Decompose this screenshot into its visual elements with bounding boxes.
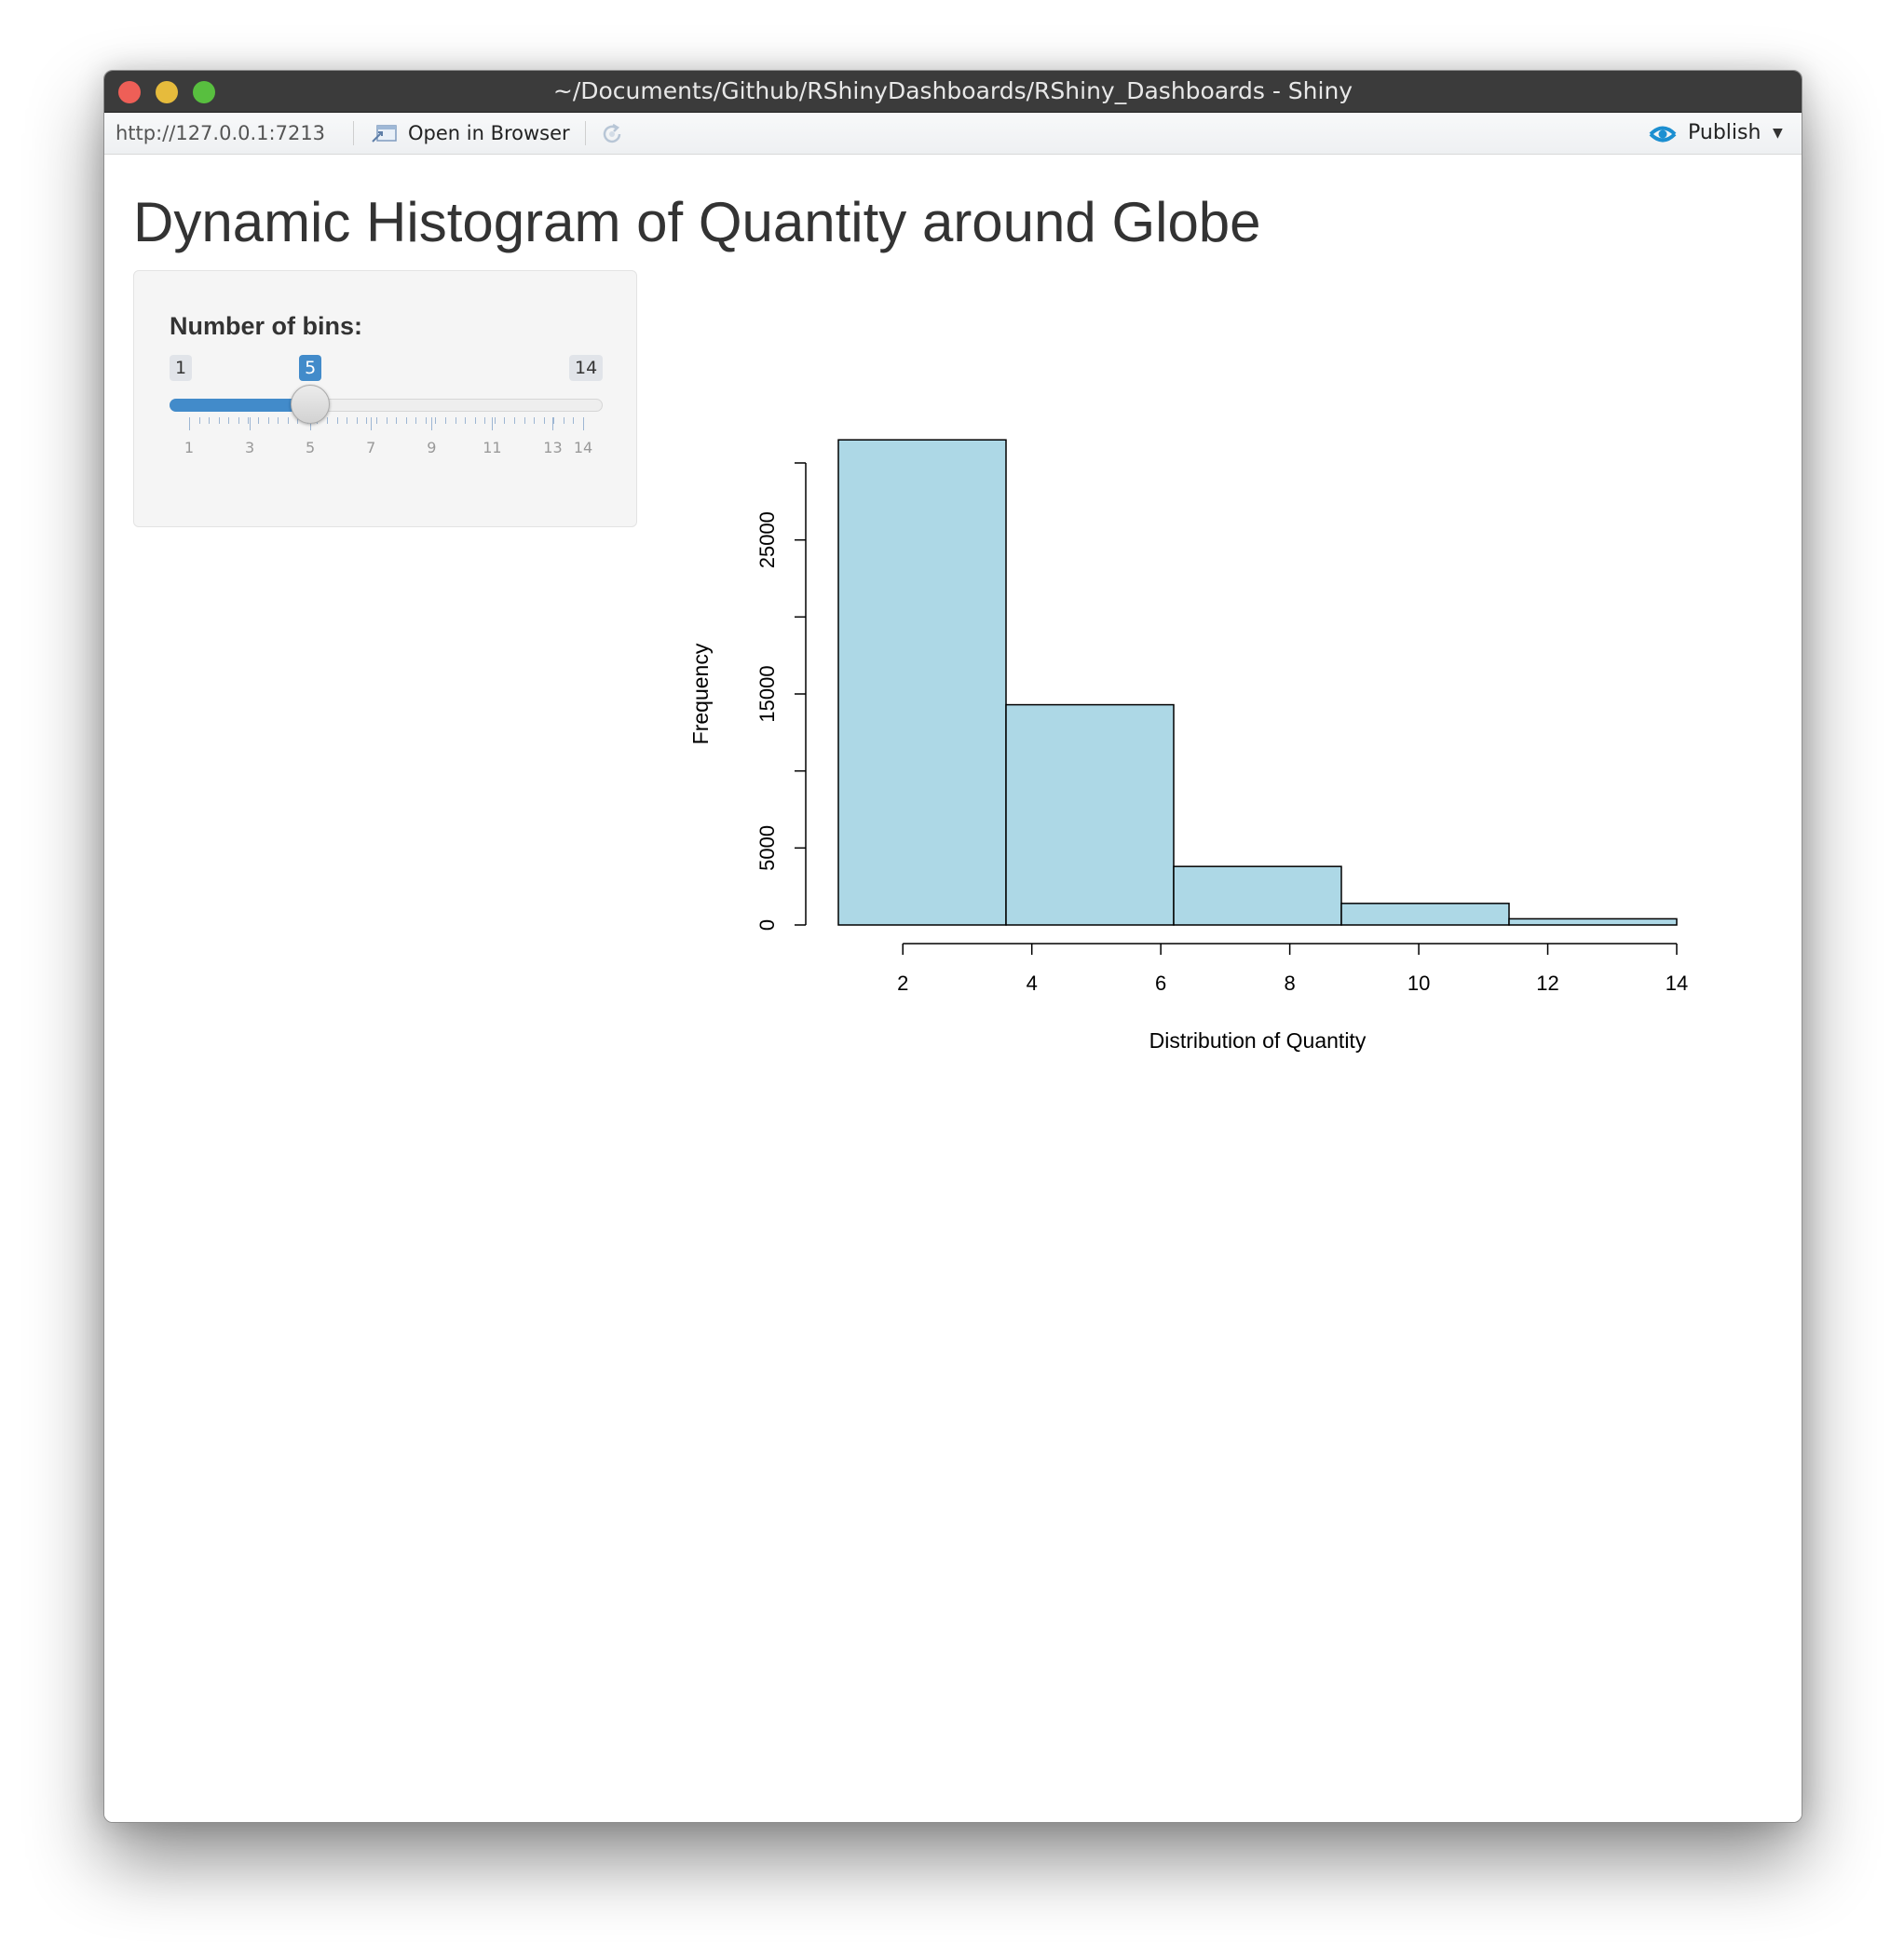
app-window: ~/Documents/Github/RShinyDashboards/RShi… [103,70,1802,1823]
slider-minor-tick [375,417,377,424]
slider-minor-tick [513,417,515,424]
publish-dropdown-caret-icon[interactable]: ▼ [1773,126,1783,141]
maximize-window-button[interactable] [193,81,215,103]
open-in-browser-button[interactable]: Open in Browser [408,122,570,144]
slider-minor-tick [396,417,398,424]
slider-minor-tick [297,417,299,424]
slider-minor-tick [435,417,437,424]
slider-minor-tick [209,417,211,424]
rsconnect-publish-icon[interactable] [1648,122,1678,146]
slider-minor-tick [543,417,545,424]
minimize-window-button[interactable] [156,81,178,103]
slider-minor-tick [534,417,536,424]
slider-minor-tick [524,417,525,424]
y-tick-label: 5000 [755,825,779,871]
slider-min-badge: 1 [170,355,193,381]
slider-minor-tick [218,417,220,424]
slider-minor-tick [287,417,289,424]
viewer-toolbar: http://127.0.0.1:7213 Open in Browser Pu… [104,113,1802,155]
x-axis-label: Distribution of Quantity [1149,1028,1367,1053]
slider-major-tick [371,417,373,430]
publish-button[interactable]: Publish [1688,121,1761,144]
slider-minor-tick [366,417,368,424]
slider-minor-tick [484,417,486,424]
slider-tick-label: 13 [543,439,563,456]
slider-minor-tick [238,417,239,424]
slider-minor-tick [504,417,506,424]
slider-major-tick [250,417,252,430]
toolbar-divider [585,121,586,145]
x-tick-label: 8 [1284,972,1295,995]
histogram-bar [1173,865,1342,926]
histogram-plot: 2 4 6 8 10 12 14 0 5000 15000 25000 Distribution o… [688,439,1688,1053]
slider-minor-tick [248,417,250,424]
bins-slider-label: Number of bins: [170,312,362,340]
slider-minor-tick [573,417,575,424]
bins-slider-fill [170,399,311,412]
shiny-app-content: Dynamic Histogram of Quantity around Glo… [104,155,1802,1822]
open-in-browser-icon[interactable] [371,123,399,145]
x-tick-label: 4 [1027,972,1038,995]
slider-minor-tick [415,417,417,424]
x-tick-label: 2 [897,972,908,995]
window-title: ~/Documents/Github/RShinyDashboards/RShi… [552,77,1353,104]
y-tick-label: 15000 [755,665,779,722]
slider-minor-tick [267,417,269,424]
slider-minor-tick [327,417,329,424]
x-tick-label: 12 [1536,972,1558,995]
page-title: Dynamic Histogram of Quantity around Glo… [133,191,1261,253]
slider-minor-tick [228,417,230,424]
slider-value-badge: 5 [299,355,322,381]
slider-major-tick [552,417,554,430]
x-tick-label: 14 [1666,972,1688,995]
title-bar: ~/Documents/Github/RShinyDashboards/RShi… [104,71,1802,113]
bins-slider-handle[interactable] [291,385,331,424]
slider-minor-tick [474,417,476,424]
slider-tick-label: 1 [184,439,195,456]
slider-minor-tick [494,417,496,424]
slider-minor-tick [258,417,260,424]
slider-minor-tick [425,417,427,424]
slider-tick-label: 7 [366,439,376,456]
sidebar-panel: Number of bins: 1 14 5 1 3 5 7 9 11 13 14 [133,270,637,527]
slider-major-tick [310,417,312,430]
slider-tick-label: 3 [244,439,255,456]
slider-minor-tick [356,417,358,424]
slider-minor-tick [198,417,200,424]
histogram-bar [837,439,1007,926]
slider-minor-tick [553,417,555,424]
toolbar-divider [353,121,354,145]
slider-tick-label: 5 [306,439,316,456]
y-tick-label: 0 [755,919,779,931]
histogram-bar [1508,918,1678,926]
histogram-bar [1005,703,1175,926]
slider-tick-label: 9 [427,439,437,456]
slider-minor-tick [278,417,279,424]
app-url: http://127.0.0.1:7213 [116,122,326,144]
y-axis-label: Frequency [688,643,713,744]
y-tick-label: 25000 [755,511,779,568]
slider-minor-tick [386,417,388,424]
slider-major-tick [492,417,494,430]
x-tick-label: 6 [1155,972,1166,995]
slider-tick-label: 14 [573,439,593,456]
slider-minor-tick [444,417,446,424]
slider-tick-label: 11 [483,439,502,456]
histogram-bar [1340,903,1510,926]
slider-minor-tick [336,417,338,424]
slider-max-badge: 14 [569,355,604,381]
slider-minor-tick [405,417,407,424]
x-tick-label: 10 [1408,972,1430,995]
slider-minor-tick [465,417,467,424]
close-window-button[interactable] [118,81,141,103]
slider-major-tick [189,417,190,430]
slider-major-tick [583,417,584,430]
refresh-icon[interactable] [600,122,624,146]
slider-major-tick [431,417,433,430]
